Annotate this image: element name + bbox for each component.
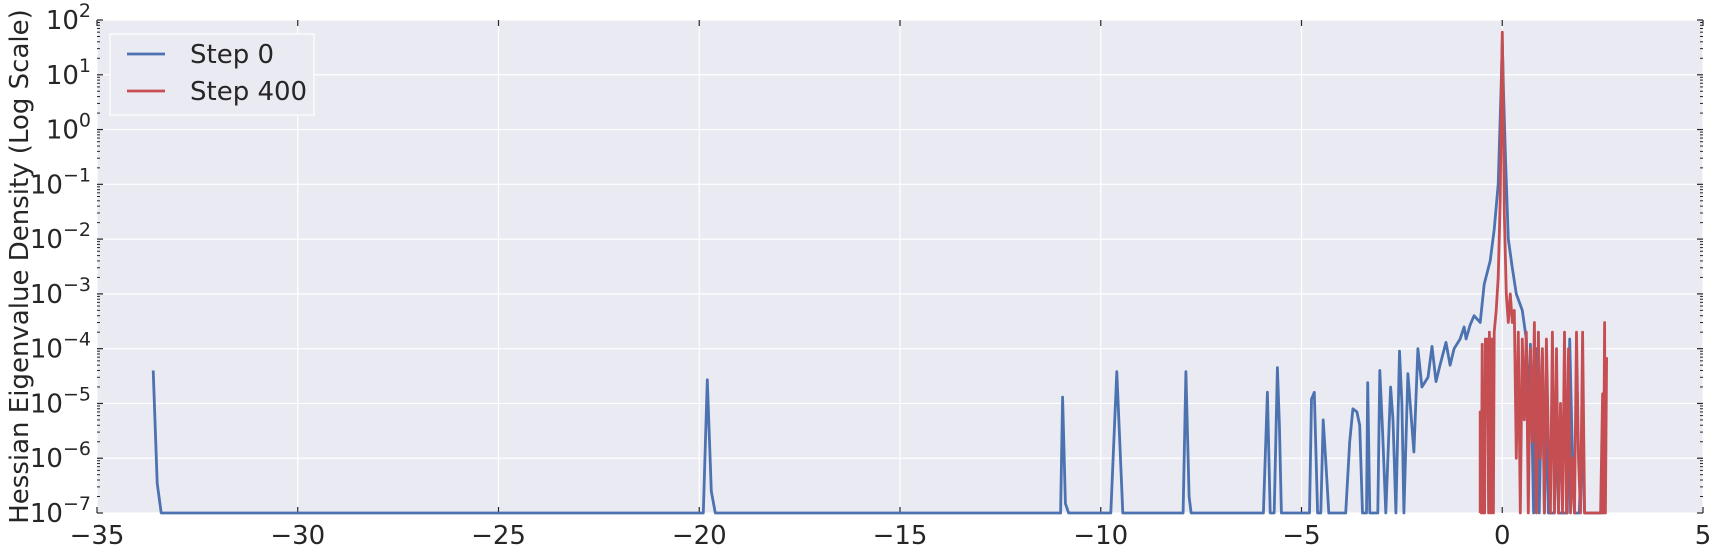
legend-box: [109, 33, 315, 116]
x-tick-label: −5: [1282, 521, 1320, 551]
series-line-step-0: [151, 40, 1603, 515]
legend-label: Step 0: [190, 40, 274, 70]
x-tick-label: −10: [1073, 521, 1128, 551]
y-axis-label: Hessian Eigenvalue Density (Log Scale): [5, 9, 35, 524]
x-tick-label: −20: [672, 521, 727, 551]
y-tick-label: 10−6: [30, 438, 91, 474]
x-tick-label: −35: [70, 521, 125, 551]
x-tick-label: 5: [1695, 521, 1712, 551]
y-tick-label: 102: [46, 0, 91, 36]
series-line-step-400: [1478, 30, 1608, 515]
x-tick-label: −25: [471, 521, 526, 551]
ticks: [96, 19, 1704, 514]
y-tick-label: 100: [46, 110, 91, 146]
legend: Step 0 Step 400: [109, 33, 315, 116]
y-tick-labels: 10−7 10−6 10−5 10−4 10−3 10−2 10−1 100 101 102: [30, 0, 91, 529]
y-tick-label: 10−2: [30, 219, 91, 255]
y-tick-label: 10−3: [30, 274, 91, 310]
x-tick-label: −15: [873, 521, 928, 551]
x-tick-labels: −35 −30 −25 −20 −15 −10 −5 0 5: [70, 521, 1712, 551]
x-tick-label: −30: [270, 521, 325, 551]
y-tick-label: 101: [46, 55, 91, 91]
legend-label: Step 400: [190, 77, 307, 107]
series-group: [151, 30, 1608, 515]
y-tick-label: 10−4: [30, 329, 91, 365]
x-tick-label: 0: [1494, 521, 1511, 551]
y-tick-label: 10−5: [30, 383, 91, 419]
y-tick-label: 10−1: [30, 164, 91, 200]
y-tick-label: 10−7: [30, 493, 91, 529]
